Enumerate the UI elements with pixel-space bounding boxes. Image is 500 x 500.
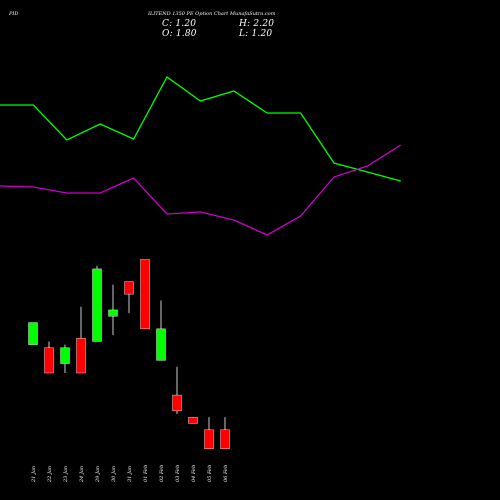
candle-body bbox=[28, 322, 38, 345]
x-axis-labels: 21 Jan 22 Jan 23 Jan 24 Jan 29 Jan 30 Jan 31 J… bbox=[31, 465, 229, 483]
candle-body bbox=[220, 429, 230, 449]
x-tick-label: 29 Jan bbox=[95, 466, 101, 483]
candle-body bbox=[60, 347, 70, 364]
candle-12 bbox=[204, 417, 214, 449]
candle-2 bbox=[44, 341, 54, 374]
indicator-line-2 bbox=[0, 144, 402, 236]
candle-13 bbox=[220, 417, 230, 449]
candlesticks bbox=[28, 259, 230, 449]
candle-11 bbox=[188, 416, 198, 424]
x-tick-label: 02 Feb bbox=[159, 465, 165, 482]
x-tick-label: 04 Feb bbox=[191, 465, 197, 482]
candle-8 bbox=[140, 259, 150, 330]
open-value: O: 1.80 bbox=[162, 29, 197, 39]
high-value: H: 2.20 bbox=[239, 19, 275, 29]
low-value: L: 1.20 bbox=[239, 29, 273, 39]
candle-10 bbox=[172, 366, 182, 414]
candle-body bbox=[172, 394, 182, 412]
x-tick-label: 23 Jan bbox=[63, 466, 69, 483]
x-tick-label: 05 Feb bbox=[207, 465, 213, 482]
indicator-lines bbox=[0, 76, 402, 236]
candle-body bbox=[76, 338, 86, 374]
candle-7 bbox=[124, 281, 134, 314]
candle-body bbox=[204, 429, 214, 449]
x-tick-label: 01 Feb bbox=[143, 465, 149, 482]
x-tick-label: 06 Feb bbox=[223, 465, 229, 482]
candle-body bbox=[188, 416, 198, 424]
candle-body bbox=[124, 281, 134, 295]
candle-body bbox=[92, 268, 102, 342]
candle-4 bbox=[76, 306, 86, 374]
x-tick-label: 30 Jan bbox=[111, 466, 117, 482]
candle-6 bbox=[108, 284, 118, 336]
candle-9 bbox=[156, 300, 166, 361]
indicator-line-1 bbox=[0, 76, 401, 182]
symbol-prefix: PID bbox=[9, 11, 19, 17]
x-tick-label: 21 Jan bbox=[31, 466, 37, 483]
x-tick-label: 22 Jan bbox=[47, 466, 53, 483]
x-tick-label: 03 Feb bbox=[175, 465, 181, 482]
candle-body bbox=[44, 347, 54, 374]
chart-title: ILITEND 1350 PE Option Chart MunafaSutra… bbox=[148, 11, 276, 17]
x-tick-label: 31 Jan bbox=[127, 466, 133, 482]
x-tick-label: 24 Jan bbox=[79, 466, 85, 483]
candle-body bbox=[108, 309, 118, 317]
candle-5 bbox=[92, 265, 102, 342]
candle-body bbox=[156, 328, 166, 361]
candle-body bbox=[140, 259, 150, 330]
close-value: C: 1.20 bbox=[162, 19, 197, 29]
candle-3 bbox=[60, 344, 70, 373]
candle-1 bbox=[28, 322, 38, 345]
